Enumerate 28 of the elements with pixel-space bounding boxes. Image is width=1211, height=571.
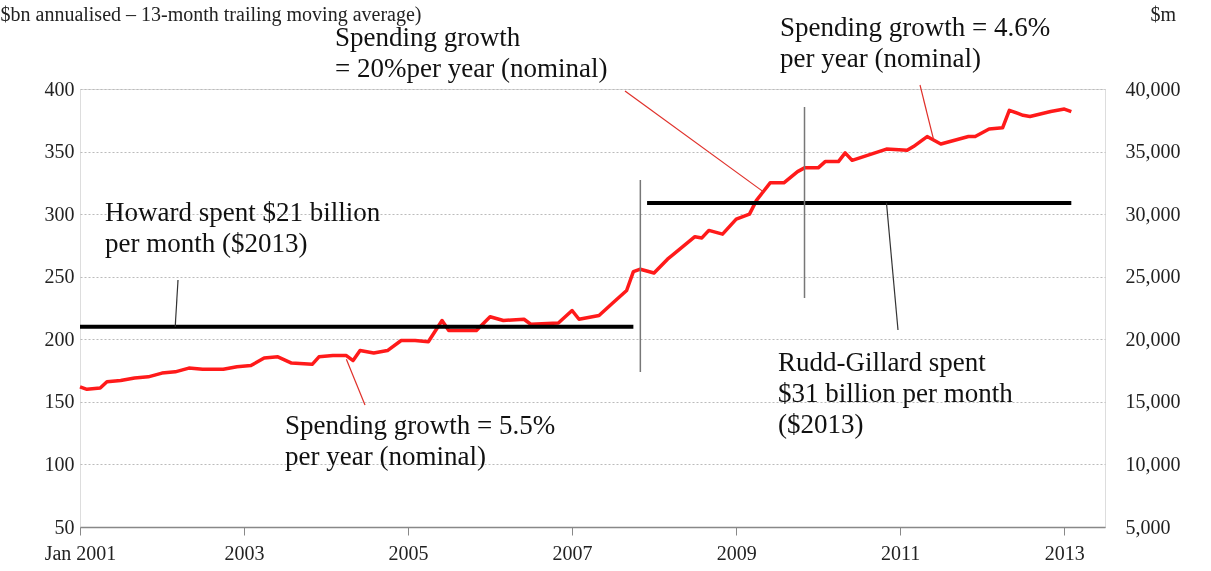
x-tick-label: 2007 <box>552 541 593 564</box>
y-tick-label: 50 <box>54 515 75 538</box>
y2-tick-label: 30,000 <box>1125 202 1181 225</box>
annotation: Spending growth = 5.5% per year (nominal) <box>285 410 556 471</box>
annotation: Howard spent $21 billion per month ($2013) <box>105 197 381 258</box>
x-tick-label: Jan 2001 <box>44 541 117 564</box>
y2-tick-label: 35,000 <box>1125 140 1181 163</box>
annotation: Rudd-Gillard spent $31 billion per month ($2013) <box>778 347 1014 439</box>
y2-tick-label: 20,000 <box>1125 327 1181 350</box>
y2-tick-label: 5,000 <box>1125 515 1171 538</box>
y-tick-label: 350 <box>44 140 75 163</box>
x-tick-label: 2011 <box>881 541 921 564</box>
y-tick-label: 250 <box>44 265 75 288</box>
x-tick-label: 2003 <box>224 541 265 564</box>
y2-tick-label: 40,000 <box>1125 77 1181 100</box>
annotation: Spending growth = 4.6% per year (nominal) <box>780 12 1051 73</box>
y-tick-label: 100 <box>44 452 75 475</box>
x-tick-label: 2013 <box>1044 541 1085 564</box>
y-tick-label: 200 <box>44 327 75 350</box>
y-tick-label: 150 <box>44 390 75 413</box>
y2-axis-title: $m <box>1150 2 1177 25</box>
y-tick-label: 300 <box>44 202 75 225</box>
x-tick-label: 2005 <box>388 541 429 564</box>
y2-tick-label: 15,000 <box>1125 390 1181 413</box>
y-tick-label: 400 <box>44 77 75 100</box>
y2-tick-label: 10,000 <box>1125 452 1181 475</box>
y2-tick-label: 25,000 <box>1125 265 1181 288</box>
x-tick-label: 2009 <box>716 541 757 564</box>
